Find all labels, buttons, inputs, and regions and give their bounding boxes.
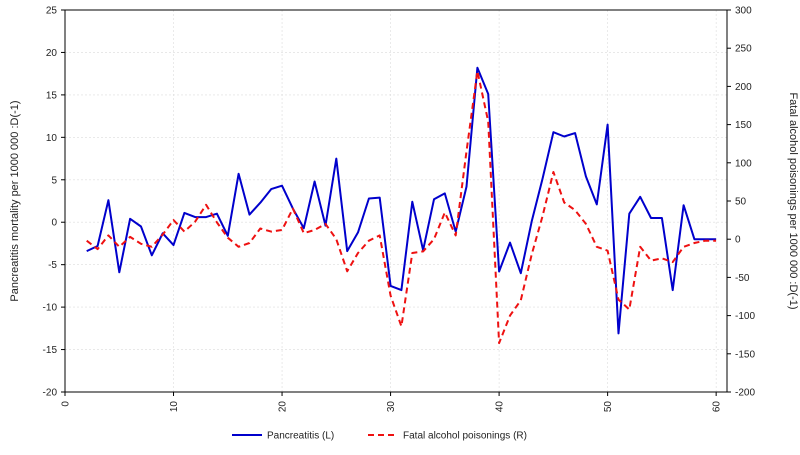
y-left-tick-label: 0 [51, 218, 57, 229]
y-right-tick-label: -50 [735, 273, 750, 284]
x-tick-label: 10 [169, 401, 180, 413]
y-right-tick-label: 50 [735, 197, 747, 208]
legend-label-pancreatitis: Pancreatitis (L) [267, 431, 334, 442]
axis-ticks: -20-15-10-50510152025-200-150-100-500501… [43, 6, 756, 413]
y-axis-right-title: Fatal alcohol poisonings per 1000 000 :D… [787, 92, 799, 309]
x-tick-label: 30 [386, 401, 397, 413]
y-left-tick-label: -5 [48, 260, 57, 271]
x-tick-label: 40 [495, 401, 506, 413]
x-tick-label: 60 [712, 401, 723, 413]
legend-label-alcohol: Fatal alcohol poisonings (R) [403, 431, 527, 442]
y-left-tick-label: 15 [46, 90, 58, 101]
x-tick-label: 0 [61, 401, 72, 407]
series-layer [86, 66, 717, 345]
y-left-tick-label: 25 [46, 6, 58, 17]
series-line-1 [86, 70, 717, 345]
x-tick-label: 20 [278, 401, 289, 413]
y-right-tick-label: -100 [735, 311, 755, 322]
y-right-tick-label: -150 [735, 349, 755, 360]
y-right-tick-label: 250 [735, 44, 752, 55]
y-right-tick-label: -200 [735, 388, 755, 399]
plot-frame [64, 9, 728, 393]
y-left-tick-label: 10 [46, 133, 58, 144]
y-left-tick-label: -15 [43, 345, 58, 356]
y-left-tick-label: 20 [46, 48, 58, 59]
y-right-tick-label: 300 [735, 6, 752, 17]
y-right-tick-label: 100 [735, 158, 752, 169]
y-left-tick-label: 5 [51, 175, 57, 186]
grid [64, 9, 727, 393]
y-axis-left-title: Pancreatitis mortality per 1000 000 :D(-… [9, 100, 21, 301]
y-right-tick-label: 0 [735, 235, 741, 246]
series-line-0 [86, 66, 717, 335]
y-left-tick-label: -20 [43, 388, 58, 399]
y-right-tick-label: 150 [735, 120, 752, 131]
x-tick-label: 50 [603, 401, 614, 413]
y-right-tick-label: 200 [735, 82, 752, 93]
y-left-tick-label: -10 [43, 303, 58, 314]
legend: Pancreatitis (L) Fatal alcohol poisoning… [232, 431, 527, 442]
